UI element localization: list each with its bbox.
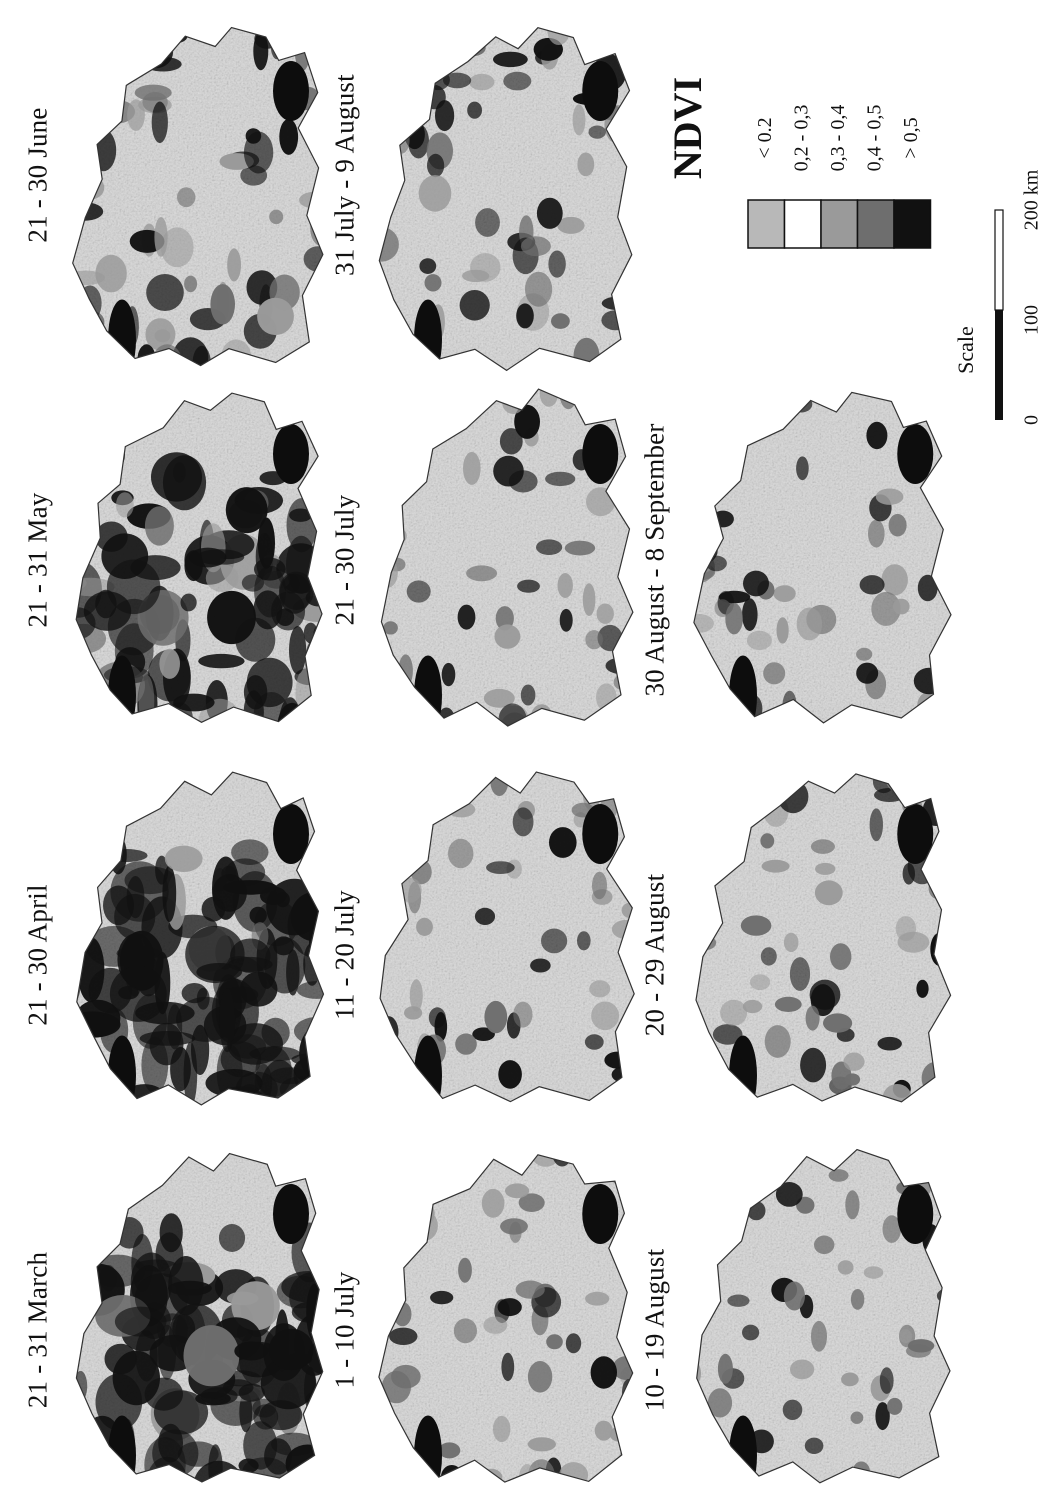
scale-title: Scale [953, 326, 978, 374]
panel-date-label: 20 - 29 August [639, 873, 670, 1037]
scale-tick-label: 0 [1021, 415, 1043, 425]
panel-date-label: 31 July - 9 August [329, 74, 360, 276]
legend-class-label: 0,3 - 0,4 [827, 105, 849, 172]
panel-date-label: 21 - 31 March [22, 1251, 53, 1409]
legend-swatch [820, 199, 859, 249]
ndvi-map-panel [72, 26, 324, 367]
ndvi-map-panel [693, 391, 952, 724]
legend-swatch [747, 199, 786, 249]
legend: NDVI < 0.2 0,2 - 0,3 0,3 - 0,4 0,4 - 0,5 > 0,… [665, 77, 1042, 425]
ndvi-map-panel [695, 773, 952, 1103]
legend-class-label: 0,2 - 0,3 [790, 105, 812, 172]
legend-swatch [856, 199, 895, 249]
legend-swatch [783, 199, 822, 249]
scale-bar-light [994, 209, 1004, 311]
panel-date-label: 30 August - 8 September [639, 423, 670, 697]
ndvi-map-panel [378, 27, 633, 372]
scale-bar-dark [995, 310, 1003, 420]
scale-tick-label: 100 [1021, 305, 1043, 335]
legend-class-label: 0,4 - 0,5 [863, 105, 885, 172]
legend-class-label: < 0.2 [754, 117, 776, 158]
panel-date-label: 11 - 20 July [329, 890, 360, 1020]
legend-class-label: > 0,5 [900, 117, 922, 158]
scale-tick-label: 200 km [1021, 169, 1043, 230]
panel-date-label: 10 - 19 August [639, 1248, 670, 1412]
ndvi-map-panel [378, 1154, 634, 1483]
legend-swatch [893, 199, 932, 249]
panel-date-label: 1 - 10 July [329, 1271, 360, 1389]
ndvi-map-panel [696, 1148, 951, 1484]
panel-date-label: 21 - 30 July [329, 494, 360, 626]
panel-date-label: 21 - 31 May [22, 492, 53, 628]
ndvi-map-panel [380, 388, 634, 727]
panel-date-label: 21 - 30 June [22, 107, 53, 243]
panel-date-label: 21 - 30 April [22, 884, 53, 1026]
ndvi-map-panel [76, 771, 325, 1106]
ndvi-map-panel [75, 1152, 324, 1483]
ndvi-map-panel [379, 771, 635, 1103]
ndvi-map-panel [75, 392, 323, 723]
legend-title: NDVI [665, 77, 710, 179]
